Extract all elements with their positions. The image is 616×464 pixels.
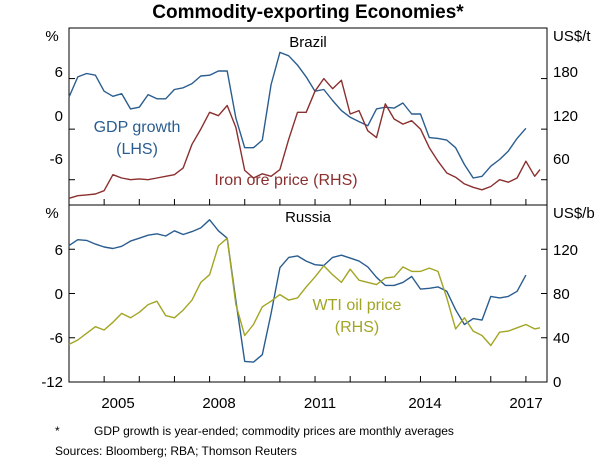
x-tick-label: 2011 [304, 395, 336, 412]
russia-left-tick: 0 [55, 286, 63, 303]
brazil-left-unit: % [45, 28, 58, 45]
footnote-marker: * [55, 424, 60, 438]
brazil-iron-line [68, 77, 541, 199]
iron-ore-label: Iron ore price (RHS) [214, 172, 357, 189]
russia-gdp-line [68, 219, 527, 363]
brazil-right-tick: 120 [553, 108, 578, 125]
gdp-label-line1: GDP growth [94, 119, 181, 136]
russia-panel-title: Russia [285, 209, 332, 226]
brazil-right-tick: 180 [553, 64, 578, 81]
russia-left-tick: -6 [50, 330, 63, 347]
tick-marks [68, 78, 547, 383]
brazil-right-unit: US$/t [553, 28, 591, 45]
russia-right-unit: US$/b [553, 205, 595, 222]
russia-left-tick: 6 [55, 242, 63, 259]
x-tick-label: 2017 [509, 395, 542, 412]
oil-label-line1: WTI oil price [313, 297, 402, 314]
x-tick-label: 2005 [101, 395, 134, 412]
russia-right-tick: 120 [553, 242, 578, 259]
russia-right-tick: 40 [553, 330, 570, 347]
sources-text: Sources: Bloomberg; RBA; Thomson Reuters [55, 444, 297, 458]
russia-left-unit: % [45, 205, 58, 222]
footnote-text: GDP growth is year-ended; commodity pric… [94, 424, 454, 438]
oil-label-line2: (RHS) [335, 319, 379, 336]
brazil-panel-title: Brazil [289, 34, 327, 51]
brazil-left-tick: 6 [55, 64, 63, 81]
series-group [68, 51, 541, 363]
chart-title: Commodity-exporting Economies* [152, 2, 464, 23]
x-tick-label: 2008 [202, 395, 235, 412]
gdp-label-line2: (LHS) [116, 141, 158, 158]
brazil-left-tick: 0 [55, 108, 63, 125]
x-tick-label: 2014 [408, 395, 441, 412]
russia-left-tick: -12 [41, 374, 63, 391]
russia-right-tick: 80 [553, 286, 570, 303]
brazil-left-tick: -6 [50, 151, 63, 168]
russia-oil-line [68, 237, 541, 347]
russia-right-tick: 0 [553, 374, 561, 391]
brazil-gdp-line [68, 51, 527, 179]
brazil-right-tick: 60 [553, 151, 570, 168]
